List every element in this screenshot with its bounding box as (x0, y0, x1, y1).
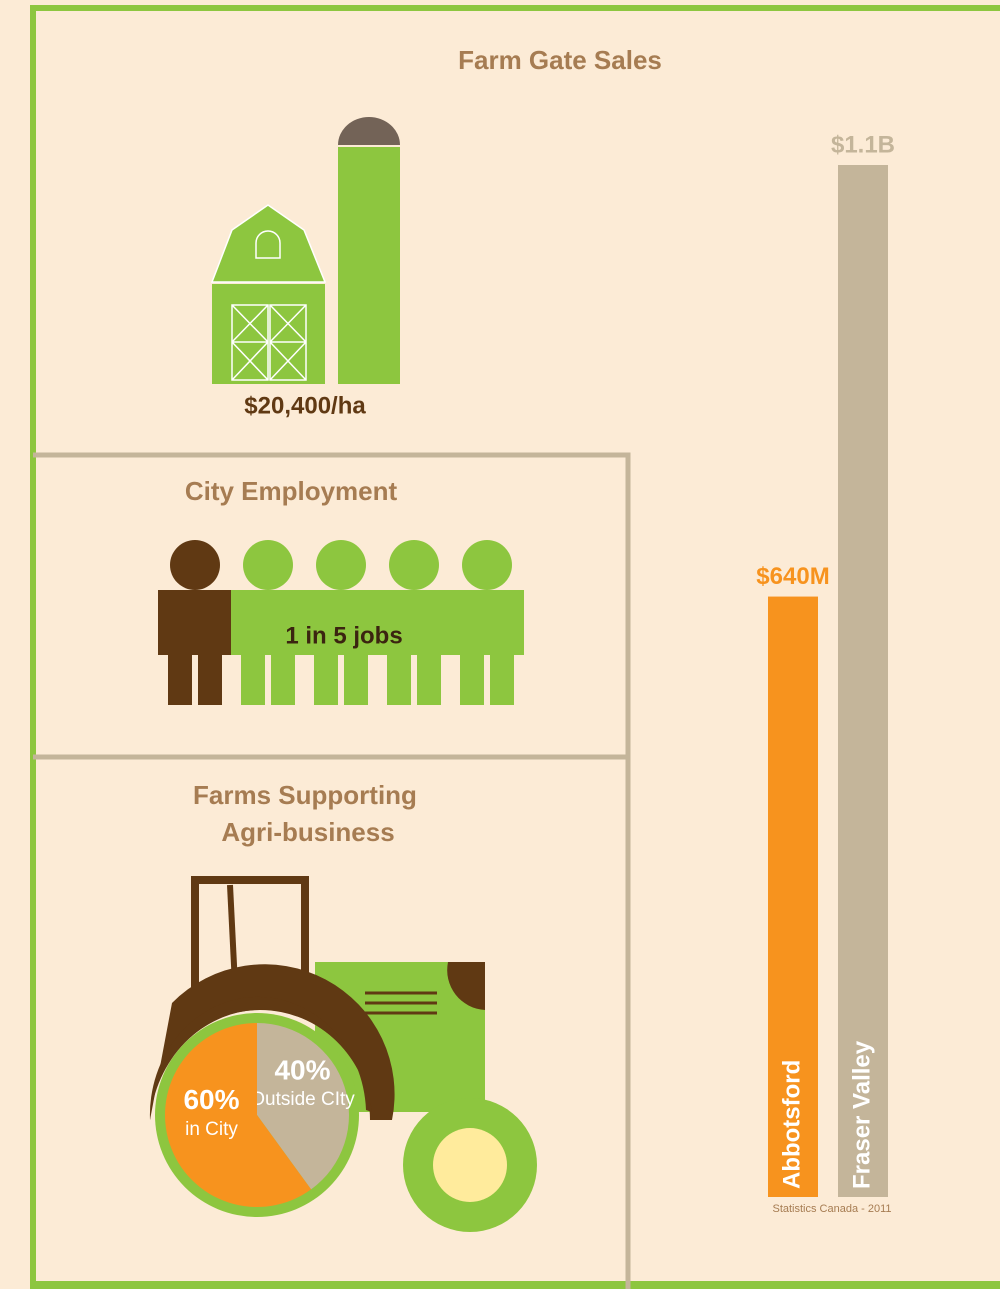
bar-category-label: Fraser Valley (848, 1040, 875, 1189)
person-head (243, 540, 293, 590)
employment-label: 1 in 5 jobs (285, 622, 402, 649)
pie-slice (257, 1023, 350, 1190)
pie-category-label: in City (185, 1119, 238, 1140)
pie-value-label: 60% (183, 1084, 239, 1115)
employment-title: City Employment (185, 476, 398, 506)
person-body (158, 590, 232, 705)
pie-value-label: 40% (274, 1055, 330, 1086)
person-head (462, 540, 512, 590)
person-body (304, 590, 378, 705)
people (158, 540, 524, 705)
pie-slice (165, 1023, 312, 1207)
bar-value-label: $1.1B (831, 131, 895, 158)
pie-category-label: Outside CIty (250, 1089, 355, 1110)
bar (838, 165, 888, 1197)
panel-dividers (33, 452, 631, 1289)
source: Statistics Canada - 2011 (772, 1203, 891, 1215)
bar-chart: $640M Abbotsford $1.1B Fraser Valley (756, 131, 895, 1197)
person-body (377, 590, 451, 705)
agri-title-line: Agri-business (221, 817, 394, 847)
outer-border (30, 5, 1000, 1289)
farm-gate-per-ha: $20,400/ha (244, 392, 366, 419)
pie: 40% Outside CIty 60% in City (165, 1023, 355, 1207)
person-body (450, 590, 524, 705)
person-head (316, 540, 366, 590)
barn (210, 117, 400, 384)
bar-category-label: Abbotsford (778, 1060, 805, 1189)
bottom-border (33, 1281, 1000, 1289)
person-body (231, 590, 305, 705)
title: Farm Gate Sales (458, 45, 662, 75)
person-head (389, 540, 439, 590)
bar (768, 596, 818, 1197)
bar-value-label: $640M (756, 563, 829, 590)
person-head (170, 540, 220, 590)
agri-title-line: Farms Supporting (193, 780, 417, 810)
